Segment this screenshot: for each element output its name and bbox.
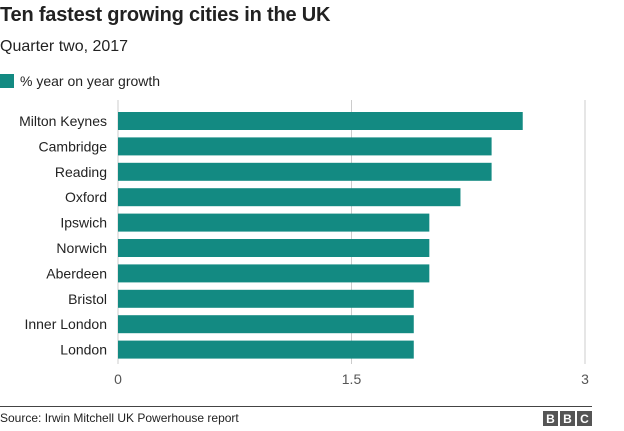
bar <box>118 289 414 308</box>
bbc-logo-letter: B <box>543 411 558 426</box>
bar <box>118 112 523 130</box>
category-label: Inner London <box>24 316 107 332</box>
bar <box>118 315 414 334</box>
bar <box>118 340 414 359</box>
bar <box>118 213 430 232</box>
legend-swatch <box>0 74 14 88</box>
category-label: Aberdeen <box>46 265 107 281</box>
bar <box>118 188 461 207</box>
bar-chart: 0 1.5 3 Milton Keynes Cambridge Reading Oxford… <box>19 100 589 387</box>
category-label: Bristol <box>68 291 107 307</box>
legend: % year on year growth <box>0 73 160 89</box>
bar <box>118 162 492 181</box>
bbc-logo-letter: B <box>560 411 575 426</box>
chart-subtitle: Quarter two, 2017 <box>0 38 129 55</box>
category-label: Milton Keynes <box>19 113 107 129</box>
x-tick-label: 1.5 <box>342 371 362 387</box>
footer-divider <box>0 406 592 407</box>
bar <box>118 264 430 283</box>
x-tick-label: 0 <box>114 371 122 387</box>
category-label: Cambridge <box>39 138 108 154</box>
legend-label: % year on year growth <box>20 73 161 89</box>
bar <box>118 239 430 257</box>
category-label: London <box>60 342 107 358</box>
category-label: Oxford <box>65 189 107 205</box>
source-note: Source: Irwin Mitchell UK Powerhouse rep… <box>0 411 239 425</box>
x-tick-label: 3 <box>581 371 589 387</box>
category-label: Norwich <box>56 240 107 256</box>
chart-title: Ten fastest growing cities in the UK <box>0 4 331 26</box>
bbc-logo-letter: C <box>577 411 592 426</box>
category-label: Reading <box>55 164 107 180</box>
category-label: Ipswich <box>60 215 107 231</box>
bar <box>118 137 492 156</box>
bbc-logo: B B C <box>543 411 592 426</box>
